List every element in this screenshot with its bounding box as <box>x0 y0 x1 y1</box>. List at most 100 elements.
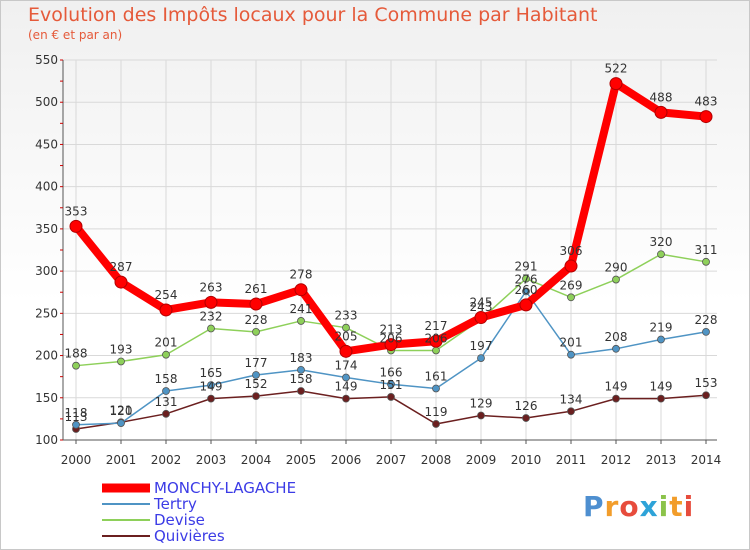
x-tick-label: 2005 <box>286 453 317 467</box>
x-tick-label: 2007 <box>376 453 407 467</box>
y-tick-label: 300 <box>35 264 58 278</box>
data-label: 134 <box>560 392 583 406</box>
y-tick-label: 350 <box>35 222 58 236</box>
data-point <box>342 394 350 403</box>
x-tick-label: 2000 <box>61 453 92 467</box>
data-point <box>207 381 215 390</box>
data-label: 161 <box>425 369 448 383</box>
data-label: 158 <box>155 372 178 386</box>
data-point <box>474 311 488 325</box>
data-label: 126 <box>515 399 538 413</box>
data-label: 522 <box>605 62 628 76</box>
axes: 100 150 200 250 300 350 400 450 500 550 2000 2001 20… <box>35 53 721 467</box>
data-label: 213 <box>380 323 403 337</box>
legend-label: MONCHY-LAGACHE <box>154 479 296 497</box>
data-label: 197 <box>470 339 493 353</box>
x-tick-label: 2010 <box>511 453 542 467</box>
data-label: 219 <box>650 321 673 335</box>
data-point <box>387 393 395 401</box>
data-label: 165 <box>200 366 223 380</box>
data-label: 151 <box>380 378 403 392</box>
data-label: 205 <box>335 329 358 343</box>
data-point <box>297 366 305 374</box>
data-point <box>294 283 308 297</box>
logo-letter: o <box>619 490 640 523</box>
data-label: 113 <box>65 410 88 424</box>
data-label: 149 <box>605 380 628 394</box>
data-label: 193 <box>110 342 133 356</box>
data-point <box>342 323 350 332</box>
data-label: 287 <box>110 260 133 274</box>
data-label: 206 <box>380 331 403 345</box>
x-tick-label: 2006 <box>331 453 362 467</box>
x-tick-label: 2012 <box>601 453 632 467</box>
y-tick-label: 250 <box>35 306 58 320</box>
data-label: 183 <box>290 351 313 365</box>
data-point <box>342 373 350 382</box>
data-point <box>72 361 80 370</box>
data-point <box>252 371 260 379</box>
data-label: 153 <box>695 376 718 390</box>
data-point <box>339 344 353 358</box>
data-point <box>432 346 440 355</box>
data-point <box>654 105 668 119</box>
x-tick-label: 2008 <box>421 453 452 467</box>
x-tick-label: 2011 <box>556 453 587 467</box>
chart-title: Evolution des Impôts locaux pour la Comm… <box>28 4 598 26</box>
data-label: 311 <box>695 243 718 257</box>
data-point <box>72 420 80 429</box>
data-label: 201 <box>560 336 583 350</box>
data-point <box>252 328 260 336</box>
data-label: 306 <box>560 244 583 258</box>
data-point <box>477 411 485 420</box>
data-label: 243 <box>470 300 493 314</box>
data-label: 232 <box>200 310 223 324</box>
data-label: 291 <box>515 260 538 274</box>
data-point <box>567 407 575 416</box>
data-label: 276 <box>515 272 538 286</box>
data-point <box>429 334 443 348</box>
data-label: 177 <box>245 356 268 370</box>
data-label: 206 <box>425 331 448 345</box>
data-label: 158 <box>290 372 313 386</box>
data-point <box>162 350 170 359</box>
data-point <box>702 328 710 336</box>
data-label: 228 <box>695 313 718 327</box>
logo-letter: i <box>683 490 695 523</box>
x-tick-label: 2014 <box>691 453 722 467</box>
data-label: 149 <box>335 380 358 394</box>
logo-letter: i <box>658 490 670 523</box>
data-point <box>117 419 125 428</box>
data-label: 261 <box>245 282 268 296</box>
data-label: 269 <box>560 278 583 292</box>
data-point <box>204 295 218 309</box>
x-tick-label: 2004 <box>241 453 272 467</box>
legend-label: Devise <box>154 511 205 529</box>
logo-letter: r <box>604 490 620 523</box>
data-point <box>162 387 170 395</box>
data-label: 121 <box>110 403 133 417</box>
data-label: 208 <box>605 330 628 344</box>
data-label: 149 <box>650 380 673 394</box>
data-label: 129 <box>470 397 493 411</box>
data-point <box>387 380 395 389</box>
logo-letter: P <box>583 490 605 523</box>
data-label: 188 <box>65 347 88 361</box>
data-label: 488 <box>650 90 673 104</box>
legend-label: Quivières <box>154 527 225 545</box>
data-label: 320 <box>650 235 673 249</box>
data-point <box>69 219 83 233</box>
data-point <box>519 298 533 312</box>
data-label: 278 <box>290 268 313 282</box>
data-label: 241 <box>290 302 313 316</box>
data-label: 149 <box>200 380 223 394</box>
proxiti-logo: Proxiti <box>583 490 694 523</box>
data-label: 174 <box>335 359 358 373</box>
logo-letter: t <box>669 490 684 523</box>
data-label: 353 <box>65 204 88 218</box>
chart-subtitle: (en € et par an) <box>28 28 123 42</box>
y-tick-label: 100 <box>35 433 58 447</box>
data-point <box>612 275 620 284</box>
